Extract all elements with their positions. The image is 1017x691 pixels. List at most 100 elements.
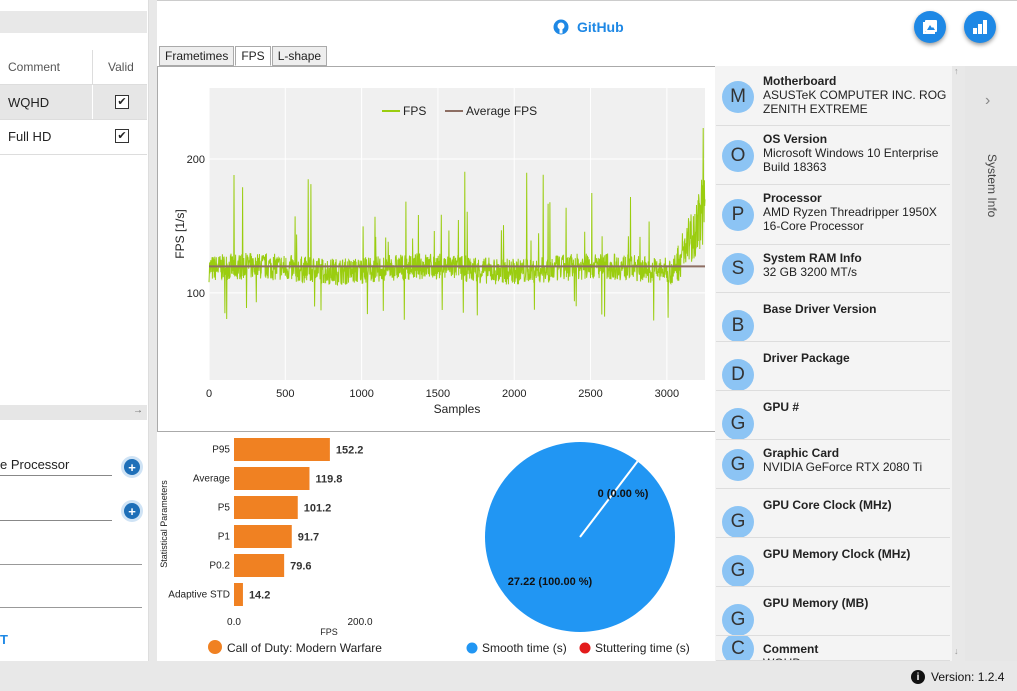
system-info-title: Processor (763, 191, 822, 205)
statistical-parameters-chart: Statistical Parameters P95 152.2 Average 119… (159, 438, 382, 655)
bar-y-axis-title: Statistical Parameters (159, 480, 169, 568)
system-info-avatar: G (722, 506, 754, 537)
system-info-title: GPU # (763, 400, 800, 414)
github-link[interactable]: GitHub (553, 19, 624, 35)
bottom-link[interactable]: T (0, 632, 8, 647)
system-info-item[interactable]: B Base Driver Version (716, 293, 950, 342)
system-info-value: NVIDIA GeForce RTX 2080 Ti (763, 460, 923, 474)
screenshot-button[interactable] (914, 11, 946, 43)
system-info-avatar: S (722, 253, 754, 285)
system-info-item[interactable]: G GPU Memory Clock (MHz) (716, 538, 950, 587)
system-info-item[interactable]: P Processor AMD Ryzen Threadripper 1950X 1… (716, 185, 950, 245)
scroll-up-icon[interactable]: ↑ (954, 66, 959, 76)
column-comment[interactable]: Comment (8, 60, 61, 74)
system-info-avatar: G (722, 449, 754, 481)
bar (234, 496, 298, 519)
table-row[interactable]: WQHD ✔ (0, 85, 147, 120)
bar (234, 583, 243, 606)
chart-menu-button[interactable] (964, 11, 996, 43)
bar-category-label: P5 (218, 503, 231, 514)
tab-fps[interactable]: FPS (235, 46, 271, 66)
x-tick-label: 1000 (349, 388, 373, 400)
version-label: Version: 1.2.4 (931, 670, 1005, 684)
system-info-title: GPU Memory (MB) (763, 596, 869, 610)
left-panel: Comment Valid WQHD ✔ Full HD ✔ → e Proce… (0, 0, 149, 661)
bar-x-tick-label: 200.0 (347, 617, 372, 628)
pie-divider (579, 460, 639, 538)
x-tick-label: 0 (206, 388, 212, 400)
system-info-item[interactable]: D Driver Package (716, 342, 950, 391)
table-row[interactable]: Full HD ✔ (0, 120, 147, 155)
pie-legend-label: Stuttering time (s) (595, 641, 690, 655)
chevron-right-icon[interactable]: › (985, 92, 991, 109)
x-tick-label: 3000 (655, 388, 679, 400)
column-valid[interactable]: Valid (108, 60, 134, 74)
stuttering-pie-chart: 27.22 (100.00 %) 0 (0.00 %) Smooth time (s… (466, 442, 690, 655)
system-info-title: Graphic Card (763, 446, 840, 460)
valid-checkbox[interactable]: ✔ (115, 95, 129, 109)
y-tick-label: 100 (187, 288, 205, 300)
bar-x-axis-title: FPS (320, 627, 338, 637)
status-bar: i Version: 1.2.4 (0, 661, 1017, 691)
system-info-title: GPU Memory Clock (MHz) (763, 547, 911, 561)
x-tick-label: 2500 (578, 388, 602, 400)
image-icon (923, 20, 937, 34)
bar-value-label: 79.6 (290, 561, 311, 573)
system-info-scrollbar[interactable]: ↑ ↓ (952, 66, 965, 661)
system-info-item[interactable]: G GPU # (716, 391, 950, 440)
bar-category-label: Adaptive STD (168, 590, 230, 601)
system-info-item[interactable]: O OS Version Microsoft Windows 10 Enterpri… (716, 126, 950, 185)
chart-tabs: Frametimes FPS L-shape (159, 46, 328, 66)
system-info-item[interactable]: G GPU Core Clock (MHz) (716, 489, 950, 538)
splitter[interactable] (149, 0, 157, 661)
add-processor-button[interactable]: + (124, 459, 140, 475)
y-axis-title: FPS [1/s] (173, 209, 187, 258)
fps-series-line (208, 127, 706, 321)
system-info-avatar: G (722, 555, 754, 586)
system-info-item[interactable]: G GPU Memory (MB) (716, 587, 950, 636)
x-tick-label: 1500 (426, 388, 450, 400)
system-info-title: System RAM Info (763, 251, 862, 265)
tab-frametimes[interactable]: Frametimes (159, 46, 235, 66)
field-underline[interactable] (0, 607, 142, 608)
bar-category-label: P95 (212, 445, 230, 456)
scroll-right-icon[interactable]: → (133, 405, 143, 416)
bar (234, 467, 310, 490)
bar-value-label: 14.2 (249, 590, 270, 602)
text-field[interactable] (0, 499, 112, 521)
system-info-item[interactable]: S System RAM Info 32 GB 3200 MT/s (716, 245, 950, 293)
system-info-avatar: D (722, 359, 754, 390)
system-info-side-tab[interactable]: › System Info (965, 66, 1017, 661)
info-icon[interactable]: i (911, 670, 925, 684)
bar (234, 525, 292, 548)
bar-category-label: P0.2 (209, 561, 230, 572)
system-info-item[interactable]: G Graphic Card NVIDIA GeForce RTX 2080 Ti (716, 440, 950, 489)
pie-legend-swatch (579, 642, 591, 654)
scroll-down-icon[interactable]: ↓ (954, 646, 959, 656)
x-tick-label: 500 (276, 388, 294, 400)
github-label: GitHub (577, 19, 624, 35)
bar (234, 438, 330, 461)
processor-field[interactable]: e Processor (0, 455, 112, 476)
bar-legend-swatch (208, 640, 222, 654)
tab-l-shape[interactable]: L-shape (271, 46, 328, 66)
system-info-avatar: G (722, 604, 754, 635)
plot-area (209, 88, 705, 380)
system-info-value: AMD Ryzen Threadripper 1950X 16-Core Pro… (763, 205, 937, 233)
pie-legend-swatch (466, 642, 478, 654)
system-info-title: OS Version (763, 132, 828, 146)
system-info-avatar: G (722, 408, 754, 439)
y-tick-label: 200 (187, 154, 205, 166)
field-underline[interactable] (0, 564, 142, 565)
bar-category-label: Average (193, 474, 231, 485)
bar-x-tick-label: 0.0 (227, 617, 241, 628)
system-info-value: WQHD (763, 656, 948, 660)
valid-checkbox[interactable]: ✔ (115, 129, 129, 143)
horizontal-scrollbar[interactable]: → (0, 405, 147, 420)
system-info-tab-label: System Info (985, 154, 999, 218)
system-info-item[interactable]: M Motherboard ASUSTeK COMPUTER INC. ROG ZE… (716, 68, 950, 126)
system-info-title: Driver Package (763, 351, 850, 365)
row-comment: Full HD (8, 129, 52, 144)
system-info-item[interactable]: C CommentWQHD (716, 636, 950, 661)
add-button[interactable]: + (124, 503, 140, 519)
